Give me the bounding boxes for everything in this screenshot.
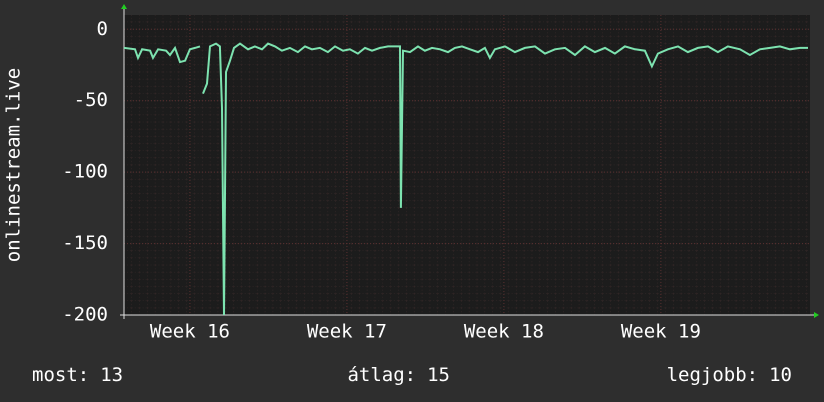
y-tick-label: -100	[62, 161, 108, 183]
axis-arrow	[121, 4, 127, 9]
stat-label: most:	[32, 364, 89, 386]
x-tick-label: Week 17	[307, 321, 387, 343]
stat-label: átlag:	[347, 364, 416, 386]
axis-arrow	[814, 312, 819, 318]
y-tick-label: -50	[74, 89, 108, 111]
y-tick-label: 0	[97, 18, 108, 40]
stat: legjobb: 10	[667, 364, 792, 386]
x-tick-label: Week 18	[464, 321, 544, 343]
stat: átlag: 15	[347, 364, 450, 386]
stat: most: 13	[32, 364, 123, 386]
stat-value: 13	[100, 364, 123, 386]
x-tick-label: Week 16	[150, 321, 230, 343]
y-axis-label: onlinestream.live	[3, 68, 25, 262]
stat-value: 15	[427, 364, 450, 386]
stat-value: 10	[769, 364, 792, 386]
x-tick-label: Week 19	[621, 321, 701, 343]
minor-grid	[124, 15, 810, 315]
data-line	[123, 42, 808, 316]
stats: most: 13 átlag: 15 legjobb: 10	[32, 364, 792, 386]
stat-label: legjobb:	[667, 364, 759, 386]
y-tick-label: -150	[62, 232, 108, 254]
y-tick-label: -200	[62, 304, 108, 326]
